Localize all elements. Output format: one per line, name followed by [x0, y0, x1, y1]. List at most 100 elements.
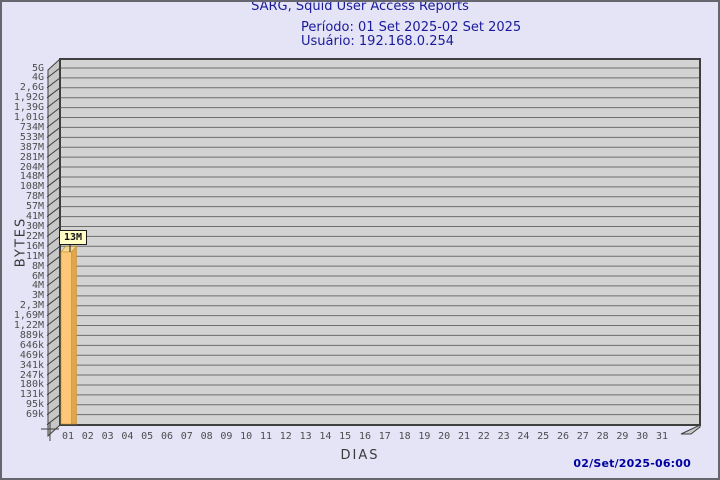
wall-hatch [46, 315, 61, 327]
x-tick-label: 04 [121, 431, 134, 442]
wall-hatch [46, 265, 61, 277]
y-axis-title: BYTES [13, 216, 29, 268]
report-period: Período: 01 Set 2025-02 Set 2025 [301, 20, 522, 35]
y-tick-label: 2,6G [19, 82, 44, 94]
y-tick-label: 108M [19, 181, 44, 193]
y-tick-label: 533M [19, 131, 44, 143]
report-user: Usuário: 192.168.0.254 [301, 34, 455, 49]
generated-timestamp: 02/Set/2025-06:00 [573, 457, 691, 470]
x-tick-label: 30 [636, 431, 649, 442]
x-tick-label: 18 [398, 431, 411, 442]
x-tick-label: 22 [477, 431, 490, 442]
y-tick-label: 78M [25, 191, 44, 203]
floor-end-cap [680, 424, 701, 435]
wall-hatch [46, 196, 61, 208]
y-tick-label: 22M [25, 230, 44, 242]
bar-side-face [71, 245, 77, 425]
y-tick-label: 11M [25, 250, 44, 262]
wall-hatch [46, 404, 61, 416]
y-tick-label: 57M [25, 201, 44, 213]
wall-hatch [46, 285, 61, 297]
y-tick-label: 1,39G [13, 102, 44, 114]
x-tick-label: 21 [457, 431, 471, 442]
x-tick-label: 28 [596, 431, 609, 442]
x-tick-label: 14 [319, 431, 332, 442]
y-tick-label: 889k [19, 329, 44, 341]
wall-hatch [46, 364, 61, 376]
x-tick-label: 29 [616, 431, 629, 442]
wall-hatch [46, 295, 61, 307]
y-tick-label: 1,69M [13, 310, 44, 322]
y-tick-label: 4G [31, 72, 44, 84]
wall-hatch [46, 384, 61, 396]
x-tick-label: 07 [180, 431, 193, 442]
y-tick-label: 8M [31, 260, 44, 272]
wall-hatch [46, 235, 61, 247]
y-tick-label: 247k [19, 369, 44, 381]
wall-hatch [46, 226, 61, 237]
x-tick-label: 01 [61, 431, 75, 442]
y-tick-label: 131k [19, 389, 44, 401]
wall-hatch [46, 117, 61, 128]
y-tick-label: 4M [31, 280, 44, 292]
x-tick-label: 27 [576, 431, 589, 442]
wall-hatch [46, 374, 61, 386]
x-tick-label: 24 [517, 431, 530, 442]
bar-front-face [60, 251, 72, 425]
x-tick-label: 10 [240, 431, 253, 442]
wall-hatch [46, 245, 61, 257]
wall-hatch [46, 305, 61, 317]
x-tick-label: 12 [279, 431, 292, 442]
x-tick-label: 25 [537, 431, 550, 442]
plot-area [60, 59, 700, 425]
wall-hatch [46, 414, 61, 426]
wall-hatch [46, 87, 61, 99]
wall-hatch [46, 206, 61, 218]
wall-hatch [46, 166, 61, 178]
x-tick-label: 09 [220, 431, 233, 442]
y-tick-label: 180k [19, 379, 44, 391]
x-tick-label: 05 [141, 431, 154, 442]
x-tick-label: 26 [556, 431, 570, 442]
y-tick-label: 1,01G [13, 112, 44, 124]
wall-hatch [46, 255, 61, 267]
x-tick-label: 20 [438, 431, 451, 442]
x-tick-label: 23 [497, 431, 510, 442]
y-tick-label: 1,22M [13, 320, 44, 332]
y-tick-label: 204M [19, 161, 44, 173]
y-tick-label: 646k [19, 339, 44, 351]
wall-hatch [46, 186, 61, 198]
y-tick-label: 41M [25, 211, 44, 223]
x-tick-label: 08 [200, 431, 213, 442]
report-title: SARG, Squid User Access Reports [251, 0, 469, 14]
y-tick-label: 469k [19, 349, 44, 361]
wall-hatch [46, 127, 61, 138]
x-tick-label: 16 [358, 431, 372, 442]
y-tick-label: 6M [31, 270, 44, 282]
wall-hatch [46, 335, 61, 346]
wall-hatch [46, 136, 61, 148]
y-tick-label: 387M [19, 141, 44, 153]
wall-hatch [46, 325, 61, 336]
y-tick-label: 16M [25, 240, 44, 252]
x-tick-label: 03 [101, 431, 114, 442]
x-tick-label: 19 [418, 431, 431, 442]
y-tick-label: 1,92G [13, 92, 44, 104]
y-tick-label: 341k [19, 359, 44, 371]
wall-hatch [46, 216, 61, 227]
wall-hatch [46, 275, 61, 287]
x-tick-label: 11 [259, 431, 273, 442]
y-tick-label: 281M [19, 151, 44, 163]
y-tick-label: 30M [25, 220, 44, 232]
y-tick-label: 3M [31, 290, 44, 302]
x-axis-title: DIAS [340, 448, 380, 463]
x-tick-label: 17 [378, 431, 391, 442]
y-tick-label: 5G [31, 62, 44, 74]
wall-hatch [46, 156, 61, 168]
x-tick-label: 02 [81, 431, 94, 442]
bar-value-label: 13M [59, 230, 87, 245]
y-tick-label: 2,3M [19, 300, 44, 312]
